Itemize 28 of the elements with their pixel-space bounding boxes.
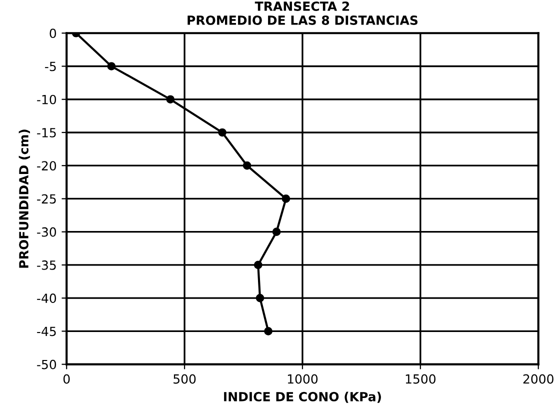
chart-title: TRANSECTA 2 PROMEDIO DE LAS 8 DISTANCIAS xyxy=(188,2,418,25)
y-axis-title: PROFUNDIDAD (cm) xyxy=(18,130,30,268)
y-tick-label: -35 xyxy=(37,260,56,270)
y-tick-label: -45 xyxy=(37,326,56,336)
y-tick-label: -15 xyxy=(37,128,56,138)
point xyxy=(282,194,290,203)
y-tick-label: -25 xyxy=(37,194,56,204)
point xyxy=(166,95,175,104)
y-tick-label: -40 xyxy=(37,294,56,304)
x-tick-label: 1000 xyxy=(288,374,318,384)
point xyxy=(254,260,262,270)
point xyxy=(107,62,116,70)
point xyxy=(256,294,264,302)
y-tick-label: -30 xyxy=(37,227,56,237)
y-tick-label: -50 xyxy=(37,360,56,370)
y-tick-label: -10 xyxy=(37,94,56,104)
x-tick-label: 0 xyxy=(63,374,70,384)
y-tick-label: -20 xyxy=(37,161,56,171)
y-tick-label: -5 xyxy=(45,62,56,72)
x-tick-label: 500 xyxy=(174,374,196,384)
x-tick-label: 1500 xyxy=(406,374,436,384)
point xyxy=(264,327,272,336)
point xyxy=(272,228,281,236)
point xyxy=(218,128,226,137)
point xyxy=(242,161,252,170)
y-tick-label: 0 xyxy=(50,28,56,38)
x-axis-title: INDICE DE CONO (KPa) xyxy=(224,392,381,403)
x-tick-label: 2000 xyxy=(523,374,554,384)
